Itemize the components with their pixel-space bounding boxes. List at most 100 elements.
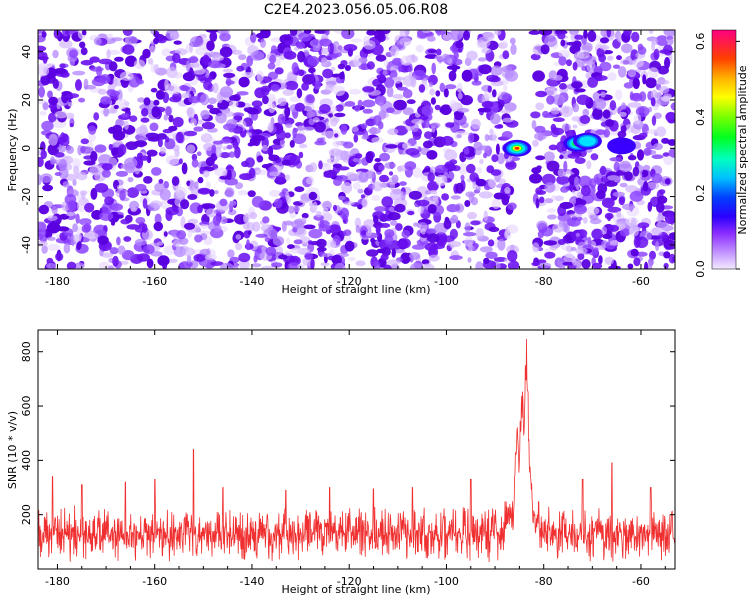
heatmap-cell xyxy=(420,228,426,235)
heatmap-cell xyxy=(250,32,257,43)
heatmap-cell xyxy=(106,33,114,40)
heatmap-cell xyxy=(620,58,632,65)
heatmap-cell xyxy=(246,55,254,67)
heatmap-cell xyxy=(492,89,497,98)
heatmap-cell xyxy=(586,160,592,170)
heatmap-cell xyxy=(411,244,426,250)
heatmap-cell xyxy=(150,87,158,93)
heatmap-cell xyxy=(501,93,513,102)
heatmap-cell xyxy=(390,220,398,226)
heatmap-cell xyxy=(228,100,239,108)
heatmap-cell xyxy=(362,99,376,108)
heatmap-cell xyxy=(171,176,180,187)
heatmap-cell xyxy=(572,124,578,129)
heatmap-cell xyxy=(139,124,148,135)
heatmap-cell xyxy=(655,35,669,46)
heatmap-cell xyxy=(426,150,438,160)
heatmap-cell xyxy=(312,38,319,46)
heatmap-cell xyxy=(219,46,233,58)
heatmap-cell xyxy=(544,35,558,48)
heatmap-cell xyxy=(429,189,438,195)
heatmap-cell xyxy=(389,70,398,79)
heatmap-cell xyxy=(263,228,278,240)
heatmap-cell xyxy=(235,242,242,251)
heatmap-cell xyxy=(638,132,648,139)
heatmap-cell xyxy=(136,79,144,85)
heatmap-cell xyxy=(617,33,623,43)
heatmap-cell xyxy=(538,196,545,204)
heatmap-cell xyxy=(61,133,69,143)
heatmap-cell xyxy=(332,204,338,212)
heatmap-cell xyxy=(507,260,520,269)
snr-y-tick-label: 200 xyxy=(20,504,33,525)
heatmap-cell xyxy=(207,97,217,105)
heatmap-cell xyxy=(121,250,135,261)
heatmap-cell xyxy=(157,137,163,148)
heatmap-cell xyxy=(449,100,458,110)
heatmap-cell xyxy=(395,223,403,231)
heatmap-cell xyxy=(642,180,649,192)
heatmap-cell xyxy=(236,65,245,72)
heatmap-cell xyxy=(122,30,133,36)
heatmap-cell xyxy=(530,111,541,119)
heatmap-cell xyxy=(320,162,332,172)
heatmap-cell xyxy=(48,112,57,123)
heatmap-cell xyxy=(126,187,139,199)
heatmap-cell xyxy=(616,210,622,218)
heatmap-cell xyxy=(345,172,357,179)
heatmap-cell xyxy=(488,178,497,189)
heatmap-cell xyxy=(212,55,224,62)
heatmap-cell xyxy=(139,155,150,161)
heatmap-cell xyxy=(507,202,517,210)
heatmap-cell xyxy=(387,212,401,221)
heatmap-cell xyxy=(48,133,58,146)
heatmap-cell xyxy=(668,232,675,241)
heatmap-cell xyxy=(539,30,553,36)
heatmap-cell xyxy=(349,88,361,95)
heatmap-cell xyxy=(116,236,121,246)
heatmap-cell xyxy=(502,117,514,123)
heatmap-cell xyxy=(108,143,113,151)
heatmap-cell xyxy=(316,137,324,144)
heatmap-cell xyxy=(238,252,251,263)
heatmap-cell xyxy=(156,133,167,140)
heatmap-cell xyxy=(372,181,383,192)
snr-y-tick-label: 600 xyxy=(20,396,33,417)
heatmap-cell xyxy=(643,147,652,156)
heatmap-cell xyxy=(168,114,174,123)
heatmap-cell xyxy=(651,173,663,184)
heatmap-cell xyxy=(541,226,554,237)
heatmap-cell xyxy=(336,175,348,182)
heatmap-cell xyxy=(193,253,206,262)
heatmap-cell xyxy=(571,81,583,89)
heatmap-cell xyxy=(362,108,373,114)
heatmap-cell xyxy=(205,30,220,33)
heatmap-cell xyxy=(552,117,565,122)
heatmap-cell xyxy=(648,261,653,269)
heatmap-cell xyxy=(77,241,82,249)
heatmap-cell xyxy=(656,221,670,229)
heatmap-cell xyxy=(596,190,606,200)
heatmap-cell xyxy=(65,30,70,35)
heatmap-cell xyxy=(663,262,669,269)
heatmap-cell xyxy=(209,107,221,115)
heatmap-cell xyxy=(209,189,215,197)
heatmap-cell xyxy=(429,88,435,96)
heatmap-cell xyxy=(244,212,249,223)
heatmap-cell xyxy=(443,88,449,98)
heatmap-cell xyxy=(285,80,299,91)
heatmap-cell xyxy=(142,244,155,255)
heatmap-cell xyxy=(477,107,487,113)
heatmap-cell xyxy=(185,60,191,72)
heatmap-cell xyxy=(435,90,441,97)
heatmap-cell xyxy=(366,249,379,257)
heatmap-cell xyxy=(212,82,219,94)
heatmap-cell xyxy=(469,172,479,182)
heatmap-cell xyxy=(83,223,92,233)
heatmap-peak xyxy=(514,146,520,150)
heatmap-cell xyxy=(531,261,541,267)
heatmap-cell xyxy=(245,132,253,137)
heatmap-cell xyxy=(404,161,417,171)
heatmap-cell xyxy=(208,60,222,69)
heatmap-cell xyxy=(467,211,477,220)
